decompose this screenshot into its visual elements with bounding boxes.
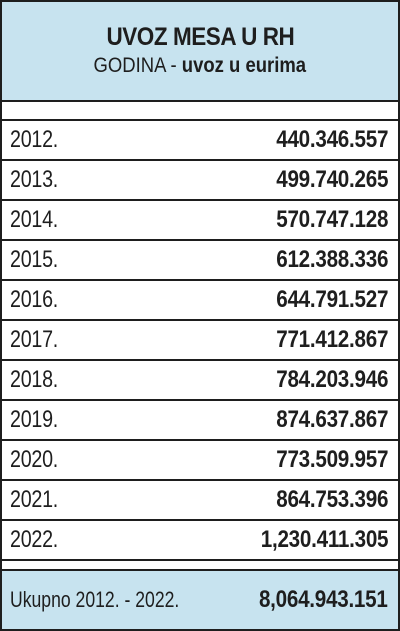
table-row: 2018. 784.203.946 xyxy=(2,361,398,401)
row-value: 784.203.946 xyxy=(276,366,388,393)
row-year: 2019. xyxy=(10,406,59,433)
total-label: Ukupno 2012. - 2022. xyxy=(10,587,180,612)
row-value: 771.412.867 xyxy=(276,326,388,353)
row-year: 2020. xyxy=(10,446,59,473)
row-value: 864.753.396 xyxy=(276,486,388,513)
subtitle-bold: uvoz u eurima xyxy=(182,54,307,77)
table-row: 2016. 644.791.527 xyxy=(2,281,398,321)
row-year: 2012. xyxy=(10,126,59,153)
row-year: 2017. xyxy=(10,326,59,353)
table-row: 2013. 499.740.265 xyxy=(2,161,398,201)
row-year: 2018. xyxy=(10,366,59,393)
row-value: 644.791.527 xyxy=(276,286,388,313)
row-value: 440.346.557 xyxy=(276,126,388,153)
subtitle-prefix: GODINA - xyxy=(93,54,183,77)
row-value: 874.637.867 xyxy=(276,406,388,433)
table-subtitle: GODINA - uvoz u eurima xyxy=(94,52,307,80)
header-spacer-row xyxy=(2,102,398,121)
table-row: 2017. 771.412.867 xyxy=(2,321,398,361)
row-value: 570.747.128 xyxy=(276,206,388,233)
table-row: 2019. 874.637.867 xyxy=(2,401,398,441)
table-row: 2022. 1,230.411.305 xyxy=(2,521,398,561)
row-value: 1,230.411.305 xyxy=(260,526,388,553)
row-value: 773.509.957 xyxy=(276,446,388,473)
table-row: 2014. 570.747.128 xyxy=(2,201,398,241)
row-year: 2015. xyxy=(10,246,59,273)
row-year: 2013. xyxy=(10,166,59,193)
table-row: 2020. 773.509.957 xyxy=(2,441,398,481)
total-value: 8,064.943.151 xyxy=(259,586,388,613)
table-title: UVOZ MESA U RH xyxy=(106,23,294,51)
table-footer-total: Ukupno 2012. - 2022. 8,064.943.151 xyxy=(2,569,398,629)
row-year: 2021. xyxy=(10,486,59,513)
row-year: 2016. xyxy=(10,286,59,313)
row-value: 499.740.265 xyxy=(276,166,388,193)
table-header: UVOZ MESA U RH GODINA - uvoz u eurima xyxy=(2,2,398,102)
table-row: 2021. 864.753.396 xyxy=(2,481,398,521)
row-value: 612.388.336 xyxy=(276,246,388,273)
row-year: 2014. xyxy=(10,206,59,233)
table-row: 2015. 612.388.336 xyxy=(2,241,398,281)
row-year: 2022. xyxy=(10,526,59,553)
table-row: 2012. 440.346.557 xyxy=(2,121,398,161)
